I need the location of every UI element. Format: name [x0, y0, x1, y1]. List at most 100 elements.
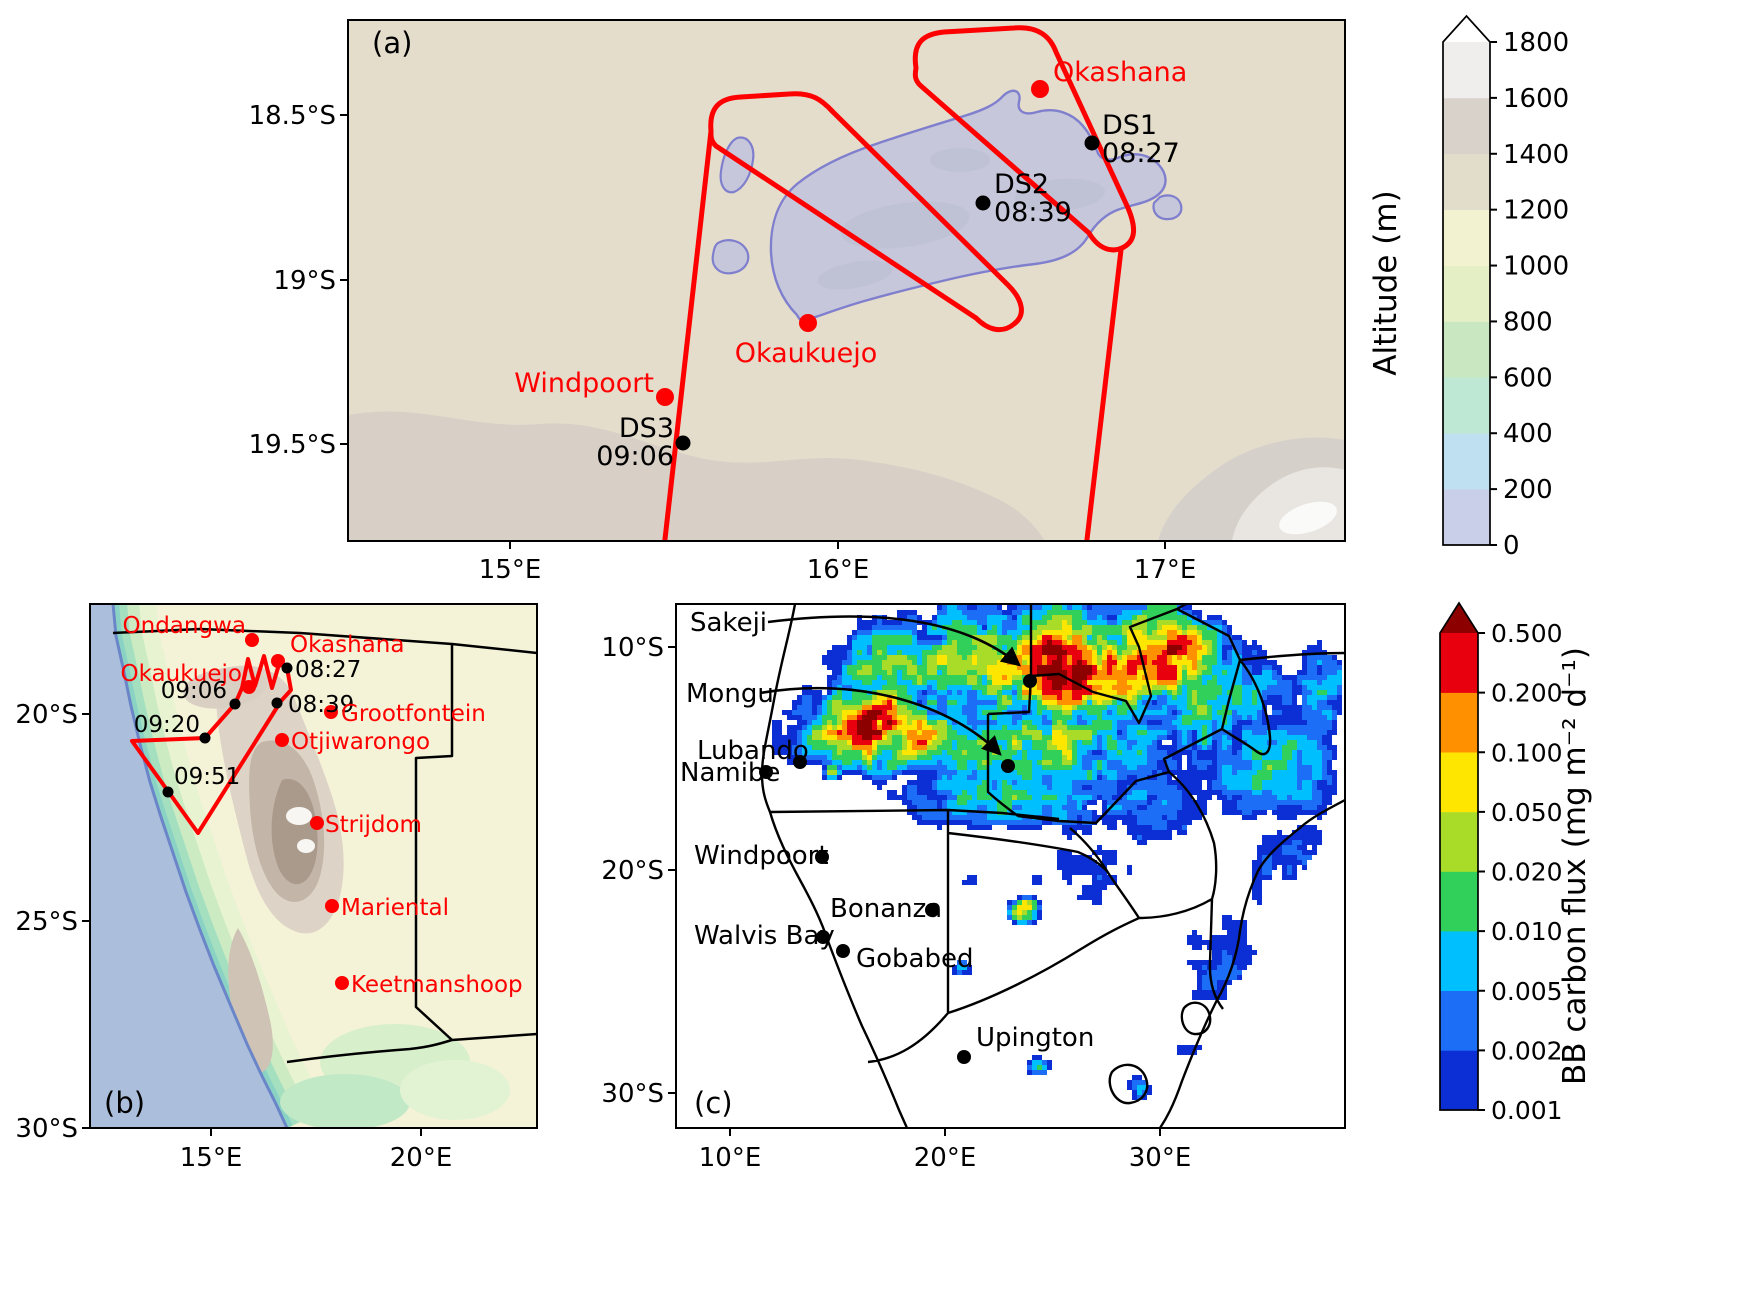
label-mongu: Mongu [686, 679, 774, 709]
station-dot-gobabed [836, 944, 850, 958]
label-okashana-a: Okashana [1053, 57, 1187, 88]
cbar-flux-tick-label-3: 0.050 [1491, 798, 1563, 827]
bb-flux-cells-level-5 [822, 620, 1207, 915]
dropsonde-dot-ds2 [975, 195, 991, 211]
cbar-altitude-tick-label-4: 1000 [1503, 252, 1569, 282]
label-okashana-b: Okashana [290, 632, 404, 658]
panel-c-tick-marks [668, 646, 1161, 1136]
station-dot-mariental [325, 899, 339, 913]
label-time-0839: 08:39 [288, 692, 354, 718]
label-ondangwa: Ondangwa [123, 613, 246, 639]
panel-c-ytick-2: 30°S [601, 1079, 664, 1109]
cbar-altitude-seg-7 [1443, 97, 1490, 155]
label-otjiwarongo: Otjiwarongo [291, 729, 430, 755]
borders-c [760, 604, 1345, 1128]
label-okaukuejo-a: Okaukuejo [735, 338, 878, 369]
panel-a-xtick-2: 17°E [1134, 555, 1197, 585]
panel-b-xtick-0: 15°E [180, 1143, 243, 1173]
time-dots-b [162, 662, 293, 798]
label-ds2-time: 08:39 [994, 197, 1072, 228]
label-ds3-time: 09:06 [596, 441, 674, 472]
cbar-altitude-seg-0 [1443, 488, 1490, 546]
colorbar-altitude-title: Altitude (m) [1368, 190, 1404, 375]
label-upington: Upington [976, 1023, 1094, 1053]
cbar-flux-tick-label-1: 0.200 [1491, 679, 1563, 708]
cbar-altitude-seg-1 [1443, 432, 1490, 490]
label-namibe: Namibe [680, 758, 780, 788]
cbar-altitude-tick-label-1: 1600 [1503, 84, 1569, 114]
label-okaukuejo-b: Okaukuejo [121, 661, 243, 687]
cbar-altitude-tick-label-0: 1800 [1503, 28, 1569, 58]
cbar-flux-seg-7 [1440, 632, 1478, 693]
station-dot-mongu [1001, 759, 1015, 773]
cbar-flux-seg-3 [1440, 871, 1478, 932]
panel-a-frame [347, 19, 1346, 542]
pan-east-blob [1152, 194, 1183, 221]
panel-b-map [90, 604, 537, 1128]
dropsonde-dot-ds3 [675, 435, 691, 451]
panel-b-tag: (b) [104, 1086, 145, 1120]
track-a-south-leg [662, 128, 714, 541]
track-a-loop-west [708, 91, 1024, 333]
label-ds3: DS3 [619, 413, 674, 444]
station-dot-okaukuejo-b [242, 680, 256, 694]
pan-southwest-blob [711, 239, 750, 275]
station-dot-keetmanshoop [335, 976, 349, 990]
cbar-flux-tick-label-6: 0.005 [1491, 977, 1563, 1006]
panel-b-ytick-0: 20°S [15, 700, 78, 730]
station-dots-c [759, 674, 1037, 1064]
label-ds2: DS2 [994, 169, 1049, 200]
cbar-flux-tick-label-0: 0.500 [1491, 619, 1563, 648]
time-dot-0906 [229, 698, 241, 710]
time-dot-0827 [281, 662, 293, 674]
cbar-flux-over-arrow [1440, 603, 1478, 633]
cbar-altitude-seg-3 [1443, 321, 1490, 378]
station-dot-sakeji [1023, 674, 1037, 688]
cbar-altitude-seg-2 [1443, 377, 1490, 434]
panel-b: Ondangwa Okashana 08:27 Okaukuejo 09:06 … [15, 603, 538, 1173]
label-gobabed: Gobabed [856, 944, 974, 974]
cbar-altitude-tick-label-5: 800 [1503, 307, 1553, 337]
cbar-altitude-tick-label-7: 400 [1503, 419, 1553, 449]
cbar-flux-tick-label-7: 0.002 [1491, 1036, 1563, 1065]
label-time-0920: 09:20 [134, 712, 200, 738]
cbar-flux-seg-4 [1440, 811, 1478, 872]
station-dot-namibe [759, 765, 773, 779]
cbar-altitude-seg-5 [1443, 209, 1490, 266]
bb-flux-cells-level-1 [792, 605, 1342, 1100]
panel-a-tick-marks [340, 114, 1166, 549]
panel-b-frame [89, 603, 538, 1129]
station-dot-upington [957, 1050, 971, 1064]
colorbar-flux: 0.500 0.200 0.100 0.050 0.020 0.010 0.005 0.002… [1439, 601, 1563, 1125]
terrain-b-peak-2 [297, 839, 315, 853]
panel-c: Sakeji Mongu Lubando Namibe Windpoort Bo… [601, 603, 1346, 1173]
panel-c-ytick-1: 20°S [601, 856, 664, 886]
cbar-flux-seg-1 [1440, 990, 1478, 1051]
panel-a-xtick-0: 15°E [479, 555, 542, 585]
cbar-altitude-tick-label-9: 0 [1503, 531, 1520, 561]
label-ds1: DS1 [1102, 110, 1157, 141]
track-a-loop-east [912, 25, 1136, 253]
panel-a-map [348, 20, 1345, 541]
pan-west-blob [719, 136, 755, 194]
panel-a-xtick-1: 16°E [807, 555, 870, 585]
panel-c-frame [675, 603, 1346, 1129]
panel-a-ytick-1: 19°S [273, 266, 336, 296]
sakeji-arrow [767, 615, 1022, 667]
label-sakeji: Sakeji [690, 608, 767, 638]
cbar-altitude-seg-4 [1443, 265, 1490, 322]
label-windpoort-c: Windpoort [694, 841, 829, 871]
station-dot-windpoort-c [815, 850, 829, 864]
cbar-flux-seg-2 [1440, 930, 1478, 991]
cbar-flux-tick-label-5: 0.010 [1491, 917, 1563, 946]
cbar-flux-seg-0 [1440, 1050, 1478, 1111]
terrain-a-highland [348, 411, 1045, 541]
station-dot-okaukuejo-a [799, 314, 817, 332]
label-time-0827: 08:27 [295, 657, 361, 683]
panel-c-xtick-0: 10°E [699, 1143, 762, 1173]
ocean-b [90, 604, 287, 1128]
time-dot-0920 [199, 732, 211, 744]
cbar-flux-tick-label-2: 0.100 [1491, 738, 1563, 767]
station-dot-bonanza [925, 903, 939, 917]
